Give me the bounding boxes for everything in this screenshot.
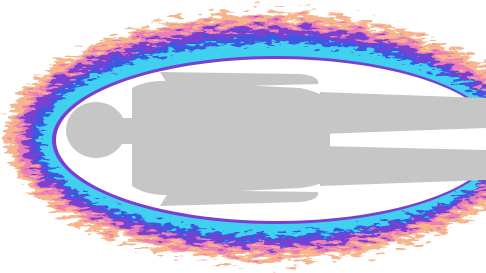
aura-image [0, 0, 486, 273]
torso [132, 81, 330, 195]
leg-upper [320, 92, 486, 134]
page-body [0, 0, 486, 273]
leg-lower [320, 146, 486, 186]
page: Aura {} html, body { margin: 0; padding:… [0, 0, 486, 273]
head [66, 102, 126, 158]
